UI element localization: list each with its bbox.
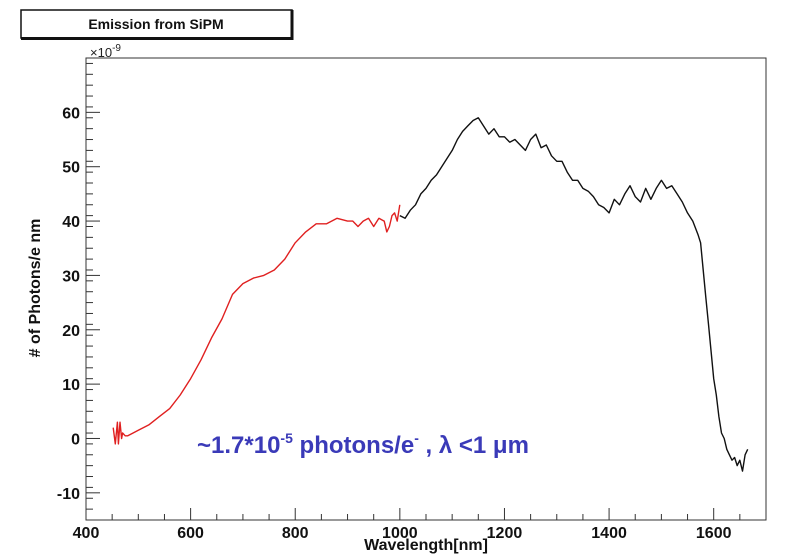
y-multiplier-exponent: -9	[112, 43, 121, 54]
x-axis-title: Wavelength[nm]	[364, 537, 488, 554]
series-lines	[113, 118, 748, 471]
x-tick-label: 600	[177, 525, 204, 542]
y-multiplier-base: ×10	[90, 45, 112, 60]
chart-title: Emission from SiPM	[88, 16, 223, 32]
series-line-1	[113, 205, 400, 444]
annotation-suffix: , λ <1 μm	[419, 432, 529, 459]
y-tick-label: 10	[62, 377, 80, 394]
y-tick-labels: -10 0 10 20 30 40 50 60	[57, 105, 80, 502]
x-tick-label: 400	[73, 525, 100, 542]
x-tick-label: 1200	[487, 525, 523, 542]
y-tick-label: 20	[62, 323, 80, 340]
y-tick-label: -10	[57, 486, 80, 503]
annotation-prefix: ~1.7*10	[197, 432, 280, 459]
y-axis-title: # of Photons/e nm	[27, 219, 44, 358]
y-axis-multiplier: ×10-9	[90, 43, 121, 60]
y-tick-label: 40	[62, 214, 80, 231]
annotation-middle: photons/e	[293, 432, 414, 459]
chart-title-box: Emission from SiPM	[21, 10, 292, 40]
y-tick-label: 30	[62, 268, 80, 285]
x-tick-label: 800	[282, 525, 309, 542]
y-tick-label: 60	[62, 105, 80, 122]
annotation-exponent: -5	[280, 430, 293, 446]
y-tick-label: 0	[71, 431, 80, 448]
series-line-2	[400, 118, 748, 471]
x-tick-label: 1600	[696, 525, 732, 542]
y-tick-label: 50	[62, 160, 80, 177]
photon-yield-annotation: ~1.7*10-5 photons/e- , λ <1 μm	[197, 430, 529, 459]
x-tick-label: 1400	[591, 525, 627, 542]
